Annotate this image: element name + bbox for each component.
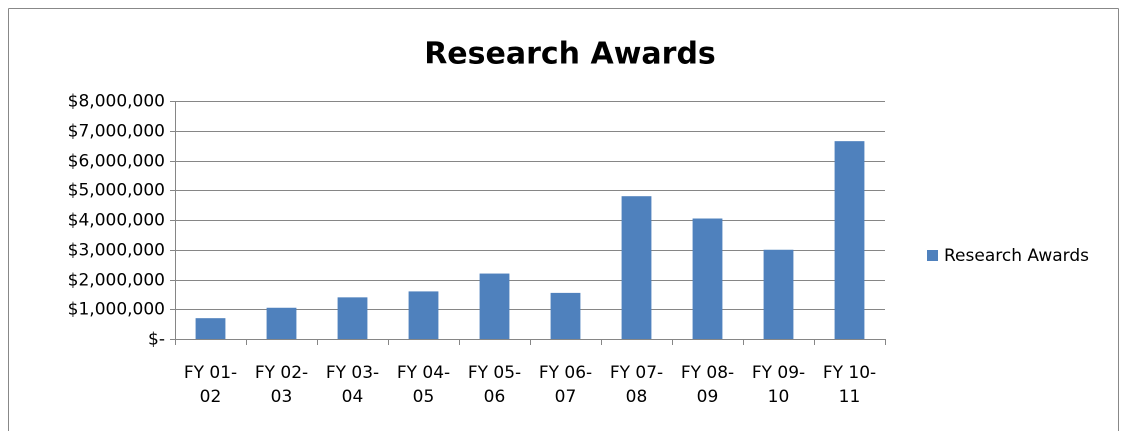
y-tick-label: $6,000,000 (68, 152, 165, 172)
y-tick-label: $4,000,000 (68, 211, 165, 231)
bar (479, 273, 510, 339)
x-tick-label: FY 08-09 (681, 363, 734, 407)
bar (408, 291, 439, 339)
bar (266, 307, 297, 339)
bar (621, 196, 652, 339)
bar (337, 297, 368, 339)
y-tick-label: $7,000,000 (68, 122, 165, 142)
x-tick-label: FY 07-08 (610, 363, 663, 407)
legend-swatch (927, 250, 938, 261)
x-tick-label: FY 03-04 (326, 363, 379, 407)
bar (763, 249, 794, 339)
bar (195, 318, 226, 339)
y-tick-label: $1,000,000 (68, 300, 165, 320)
bar (834, 141, 865, 339)
y-tick-label: $8,000,000 (68, 92, 165, 112)
x-tick-label: FY 04-05 (397, 363, 450, 407)
y-tick-label: $2,000,000 (68, 271, 165, 291)
y-tick-label: $3,000,000 (68, 241, 165, 261)
y-tick-label: $5,000,000 (68, 181, 165, 201)
x-tick-label: FY 09-10 (752, 363, 805, 407)
x-tick-label: FY 06-07 (539, 363, 592, 407)
x-tick-label: FY 01-02 (184, 363, 237, 407)
bar (692, 218, 723, 339)
x-tick-label: FY 02-03 (255, 363, 308, 407)
x-tick-label: FY 10-11 (823, 363, 876, 407)
x-tick-label: FY 05-06 (468, 363, 521, 407)
bar (550, 292, 581, 339)
chart-title: Research Awards (424, 37, 716, 72)
y-tick-label: $- (148, 330, 165, 350)
legend-label: Research Awards (944, 246, 1089, 266)
